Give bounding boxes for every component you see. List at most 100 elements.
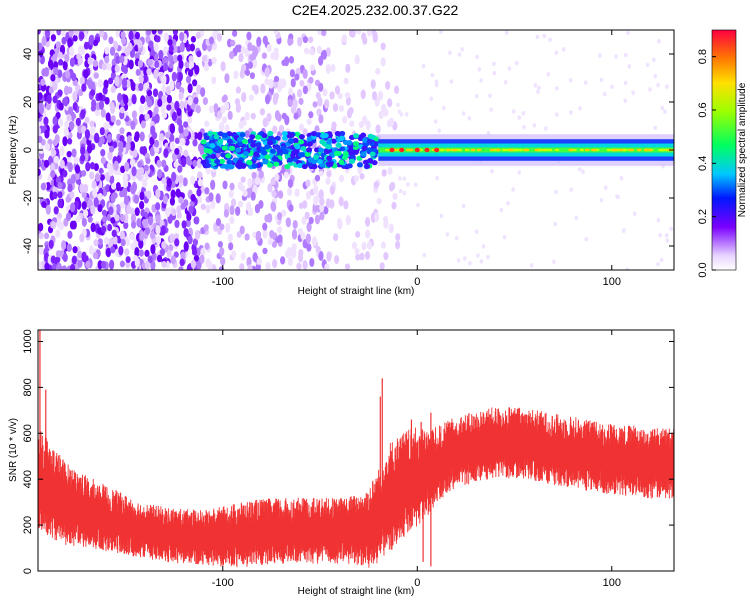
spectrogram-band-cell <box>223 164 230 170</box>
spectrogram-noise-cell <box>108 259 115 270</box>
spectrogram-noise-cell <box>349 120 355 128</box>
spectrogram-noise-cell <box>194 229 201 241</box>
spectrogram-band-cell <box>207 131 214 137</box>
spectrogram-noise-cell <box>103 122 109 131</box>
spectrogram-noise-cell <box>294 73 300 81</box>
spectrogram-noise-cell <box>215 193 221 204</box>
spectrogram-noise-cell <box>336 218 343 229</box>
spectrogram-noise-cell <box>173 160 179 168</box>
spectrogram-speckle-cell <box>511 187 515 192</box>
spectrogram-noise-cell <box>144 113 150 121</box>
spectrogram-noise-cell <box>45 181 51 191</box>
spectrogram-noise-cell <box>267 237 273 246</box>
spectrogram-noise-cell <box>228 190 234 199</box>
spectrogram-noise-cell <box>343 77 349 85</box>
spectrogram-noise-cell <box>224 73 230 84</box>
spectrogram-noise-cell <box>262 117 268 128</box>
spectrogram-speckle-cell <box>632 211 637 216</box>
snr-x-tick-label: -100 <box>212 577 234 589</box>
spectrogram-band-cell <box>294 144 301 150</box>
spectrogram-noise-cell <box>240 252 246 261</box>
spectrogram-noise-cell <box>106 223 113 232</box>
spectrogram-noise-cell <box>227 233 233 243</box>
spectrogram-noise-cell <box>38 42 43 51</box>
spectrogram-band-highlight <box>470 148 476 152</box>
spectrogram-noise-cell <box>38 158 41 169</box>
spectrogram-speckle-cell <box>507 66 512 71</box>
snr-frame <box>37 329 675 572</box>
spectrogram-noise-cell <box>370 79 376 90</box>
spectrogram-noise-cell <box>316 108 322 117</box>
spectrogram-noise-cell <box>297 36 303 47</box>
spectrogram-noise-cell <box>57 181 63 189</box>
spectrogram-noise-cell <box>66 243 72 252</box>
spectrogram-x-axis-label: Height of straight line (km) <box>298 286 415 297</box>
spectrogram-noise-cell <box>250 112 256 120</box>
spectrogram-noise-cell <box>177 54 183 62</box>
spectrogram-noise-cell <box>329 91 335 100</box>
spectrogram-band-highlight <box>590 148 596 152</box>
spectrogram-noise-cell <box>318 169 324 177</box>
spectrogram-noise-cell <box>167 39 173 46</box>
spectrogram-speckle-cell <box>467 116 472 121</box>
spectrogram-band-cell <box>330 138 337 144</box>
spectrogram-noise-cell <box>110 246 116 254</box>
spectrogram-noise-cell <box>81 217 87 227</box>
spectrogram-noise-cell <box>38 260 42 270</box>
spectrogram-noise-cell <box>235 103 241 113</box>
colorbar-tick-label: 0.4 <box>697 156 709 171</box>
spectrogram-peak-point <box>424 147 430 153</box>
spectrogram-noise-cell <box>89 171 95 180</box>
spectrogram-noise-cell <box>181 220 187 229</box>
spectrogram-noise-cell <box>179 100 185 110</box>
spectrogram-noise-cell <box>220 256 226 266</box>
spectrogram-band-cell <box>225 153 232 159</box>
spectrogram-noise-cell <box>67 162 73 173</box>
spectrogram-noise-cell <box>75 215 81 223</box>
spectrogram-noise-cell <box>102 215 108 223</box>
spectrogram-speckle-cell <box>658 233 662 238</box>
spectrogram-noise-cell <box>171 208 177 216</box>
spectrogram-speckle-cell <box>553 221 557 227</box>
spectrogram-band-cell <box>200 139 207 145</box>
spectrogram-noise-cell <box>172 54 178 64</box>
spectrogram-speckle-cell <box>645 62 650 67</box>
spectrogram-noise-cell <box>139 200 145 210</box>
spectrogram-noise-cell <box>184 61 190 69</box>
spectrogram-noise-cell <box>149 231 156 240</box>
spectrogram-band-cell <box>320 133 327 139</box>
spectrogram-noise-cell <box>269 229 275 239</box>
spectrogram-band-highlight <box>547 148 553 152</box>
spectrogram-noise-cell <box>168 54 174 63</box>
spectrogram-noise-cell <box>114 76 120 87</box>
spectrogram-speckle-cell <box>399 112 404 117</box>
spectrogram-speckle-cell <box>481 244 486 249</box>
spectrogram-noise-cell <box>62 136 68 147</box>
spectrogram-noise-cell <box>104 236 110 245</box>
spectrogram-band-highlight <box>464 148 470 152</box>
spectrogram-noise-cell <box>361 241 367 251</box>
spectrogram-noise-cell <box>80 146 86 156</box>
spectrogram-noise-cell <box>251 84 257 92</box>
spectrogram-band-cell <box>282 149 289 155</box>
spectrogram-band-cell <box>349 154 356 160</box>
spectrogram-speckle-cell <box>610 84 614 90</box>
spectrogram-noise-cell <box>316 45 323 55</box>
spectrogram-noise-cell <box>62 97 68 106</box>
spectrogram-noise-cell <box>380 241 386 249</box>
spectrogram-noise-cell <box>90 81 96 92</box>
spectrogram-band-cell <box>307 157 314 163</box>
spectrogram-noise-cell <box>220 61 226 72</box>
spectrogram-noise-cell <box>89 120 95 128</box>
spectrogram-noise-cell <box>50 170 56 178</box>
spectrogram-noise-cell <box>372 32 378 43</box>
spectrogram-noise-cell <box>57 198 63 209</box>
spectrogram-noise-cell <box>176 205 182 214</box>
spectrogram-noise-cell <box>52 139 58 147</box>
spectrogram-noise-cell <box>392 192 398 200</box>
spectrogram-noise-cell <box>239 69 245 79</box>
spectrogram-noise-cell <box>290 78 296 88</box>
spectrogram-noise-cell <box>168 45 174 53</box>
spectrogram-band-cell <box>298 139 305 145</box>
spectrogram-speckle-cell <box>454 236 459 241</box>
